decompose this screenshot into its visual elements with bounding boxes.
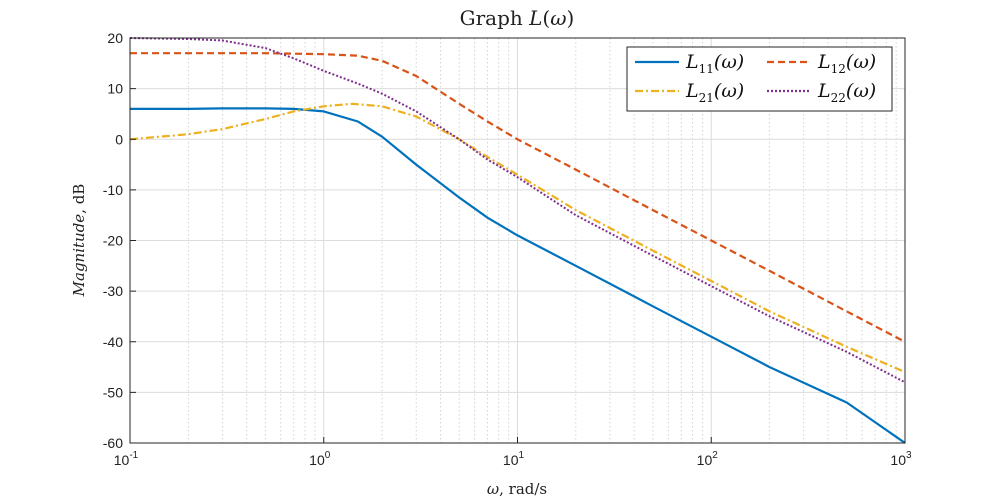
x-axis-label: ω, rad/s <box>487 480 547 498</box>
y-tick-label: -60 <box>103 435 123 451</box>
legend-label-1: L11(ω) <box>685 51 744 76</box>
x-tick-label: 100 <box>309 450 331 468</box>
y-tick-label: -10 <box>103 182 123 198</box>
y-tick-label: -30 <box>103 283 123 299</box>
legend-label-2: L12(ω) <box>817 51 876 76</box>
legend-label-3: L21(ω) <box>685 80 744 105</box>
y-tick-label: 10 <box>107 81 123 97</box>
series-line-3 <box>130 102 905 374</box>
y-tick-label: 0 <box>115 131 123 147</box>
x-tick-label: 10-1 <box>114 450 139 468</box>
y-tick-label: 20 <box>107 30 123 46</box>
legend-box <box>626 46 893 112</box>
series-lines <box>130 37 905 444</box>
series-line-2 <box>130 52 905 343</box>
legend: L11(ω) L12(ω) L21(ω) L22(ω) <box>626 46 893 112</box>
x-tick-label: 101 <box>503 450 525 468</box>
y-tick-label: -20 <box>103 233 123 249</box>
y-tick-label: -50 <box>103 384 123 400</box>
x-tick-label: 103 <box>890 450 912 468</box>
series-line-4 <box>130 37 905 384</box>
y-axis-label: Magnitude, dB <box>70 184 88 298</box>
series-line-1 <box>130 107 905 444</box>
y-tick-label: -40 <box>103 334 123 350</box>
legend-label-4: L22(ω) <box>817 80 876 105</box>
x-tick-label: 102 <box>697 450 719 468</box>
chart-title: Graph L(ω) <box>460 6 575 30</box>
